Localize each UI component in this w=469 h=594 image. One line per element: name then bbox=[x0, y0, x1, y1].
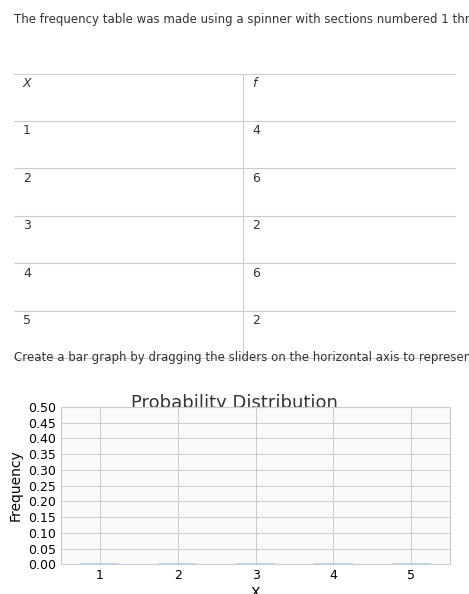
Text: The frequency table was made using a spinner with sections numbered 1 through 5.: The frequency table was made using a spi… bbox=[14, 12, 469, 26]
Text: 4: 4 bbox=[252, 125, 260, 137]
Text: 4: 4 bbox=[23, 267, 31, 280]
X-axis label: X: X bbox=[251, 586, 260, 594]
Text: Probability Distribution: Probability Distribution bbox=[131, 394, 338, 412]
Text: 1: 1 bbox=[23, 125, 31, 137]
Text: 2: 2 bbox=[23, 172, 31, 185]
Text: 6: 6 bbox=[252, 267, 260, 280]
Text: 2: 2 bbox=[252, 219, 260, 232]
Text: X: X bbox=[23, 77, 31, 90]
Text: Create a bar graph by dragging the sliders on the horizontal axis to represent t: Create a bar graph by dragging the slide… bbox=[14, 351, 469, 364]
Text: f: f bbox=[252, 77, 257, 90]
Text: 6: 6 bbox=[252, 172, 260, 185]
Text: 3: 3 bbox=[23, 219, 31, 232]
Text: 5: 5 bbox=[23, 314, 31, 327]
Y-axis label: Frequency: Frequency bbox=[8, 450, 23, 522]
Text: 2: 2 bbox=[252, 314, 260, 327]
